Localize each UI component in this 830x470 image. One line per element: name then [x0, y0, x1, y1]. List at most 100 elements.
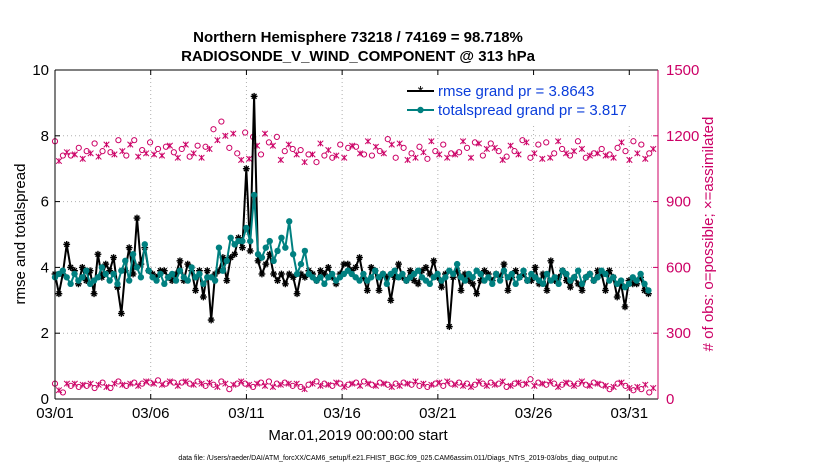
rmse-point [242, 165, 250, 173]
rmse-point-stroke [426, 271, 433, 277]
obs-possible-marker [487, 379, 494, 386]
obs-possible-marker [139, 146, 146, 154]
legend-marker-spread [417, 106, 424, 114]
obs-assimilated-marker [127, 141, 134, 148]
rmse-point-stroke [614, 294, 621, 300]
obs-possible-marker [75, 383, 82, 391]
totalspread-point [610, 274, 617, 281]
obs-possible-marker [297, 146, 304, 154]
rmse-point [512, 267, 520, 275]
totalspread-point [188, 264, 195, 271]
totalspread-point [563, 270, 570, 278]
obs-possible-marker [123, 382, 130, 389]
obs-possible-marker [218, 118, 225, 125]
totalspread-point [153, 277, 160, 284]
totalspread-point [543, 270, 551, 278]
rmse-point-stroke [356, 254, 363, 261]
obs-possible-marker [384, 381, 391, 388]
totalspread-point [368, 274, 375, 281]
rmse-point-stroke [259, 271, 265, 277]
obs-possible-marker [146, 139, 154, 146]
obs-assimilated-marker [238, 156, 245, 164]
y-tick-label-right: 600 [666, 259, 691, 276]
obs-possible-marker [408, 150, 415, 157]
rmse-point-stroke [294, 290, 300, 297]
obs-possible-marker [178, 145, 185, 153]
totalspread-point [594, 274, 601, 281]
obs-possible-marker [289, 382, 296, 389]
rmse-point-stroke [415, 280, 421, 287]
totalspread-point [637, 270, 644, 278]
totalspread-point [426, 280, 433, 288]
obs-assimilated-marker [103, 141, 110, 148]
rmse-point [203, 267, 211, 275]
obs-possible-marker [99, 379, 106, 386]
obs-possible-marker [75, 144, 82, 151]
rmse-point-stroke [67, 264, 74, 271]
rmse-point-stroke [243, 165, 250, 172]
rmse-point [262, 260, 270, 268]
obs-assimilated-marker [634, 150, 641, 157]
obs-possible-marker [91, 384, 98, 392]
obs-assimilated-marker [356, 382, 364, 389]
obs-assimilated-marker [119, 147, 126, 155]
totalspread-point [157, 270, 164, 278]
obs-possible-marker [226, 144, 233, 151]
totalspread-point [571, 274, 578, 281]
obs-possible-marker [131, 137, 138, 144]
obs-possible-marker [194, 378, 201, 385]
rmse-point-stroke [282, 280, 289, 287]
rmse-point [602, 287, 609, 294]
obs-possible-marker [170, 149, 177, 156]
obs-possible-marker [416, 382, 423, 389]
obs-assimilated-marker [380, 150, 387, 157]
obs-possible-marker [479, 380, 486, 387]
obs-possible-marker [107, 384, 114, 392]
totalspread-point [133, 264, 141, 271]
obs-possible-marker [424, 383, 431, 391]
rmse-point-stroke [130, 271, 136, 277]
rmse-point-stroke [95, 251, 101, 258]
y-axis-label-right: # of obs: o=possible; ×=assimilated [700, 117, 717, 352]
totalspread-point [551, 274, 558, 281]
obs-possible-marker [432, 148, 439, 155]
obs-assimilated-marker [230, 130, 237, 137]
totalspread-point [520, 267, 527, 274]
obs-possible-marker [107, 149, 114, 156]
totalspread-point [79, 274, 86, 281]
obs-assimilated-marker [79, 155, 86, 162]
totalspread-point [485, 274, 492, 281]
totalspread-point [297, 260, 305, 268]
obs-assimilated-marker [245, 155, 253, 162]
rmse-point-stroke [411, 277, 418, 284]
totalspread-point [328, 270, 336, 278]
obs-possible-marker [234, 380, 241, 387]
obs-assimilated-marker [642, 381, 649, 388]
rmse-point-stroke [286, 271, 293, 277]
rmse-point-stroke [504, 287, 511, 294]
obs-possible-marker [511, 148, 518, 155]
rmse-point [375, 287, 383, 294]
rmse-point [254, 257, 262, 265]
rmse-point-stroke [134, 215, 140, 221]
obs-possible-marker [131, 379, 138, 386]
rmse-point-stroke [364, 287, 371, 294]
totalspread-point [434, 270, 441, 278]
obs-possible-marker [83, 148, 90, 155]
obs-assimilated-marker [325, 146, 332, 154]
totalspread-point [262, 244, 270, 251]
totalspread-point [360, 270, 367, 278]
obs-assimilated-marker [222, 132, 229, 139]
rmse-point [293, 290, 301, 298]
obs-possible-marker [123, 152, 130, 159]
obs-possible-marker [384, 135, 391, 143]
totalspread-point [450, 270, 457, 278]
totalspread-point [63, 274, 70, 281]
obs-possible-marker [400, 144, 407, 151]
obs-assimilated-marker [428, 138, 435, 145]
y-tick-label-right: 1500 [666, 62, 699, 79]
obs-assimilated-marker [55, 157, 63, 165]
obs-assimilated-marker [135, 153, 142, 160]
rmse-point-stroke [469, 280, 476, 287]
totalspread-point [176, 267, 184, 274]
